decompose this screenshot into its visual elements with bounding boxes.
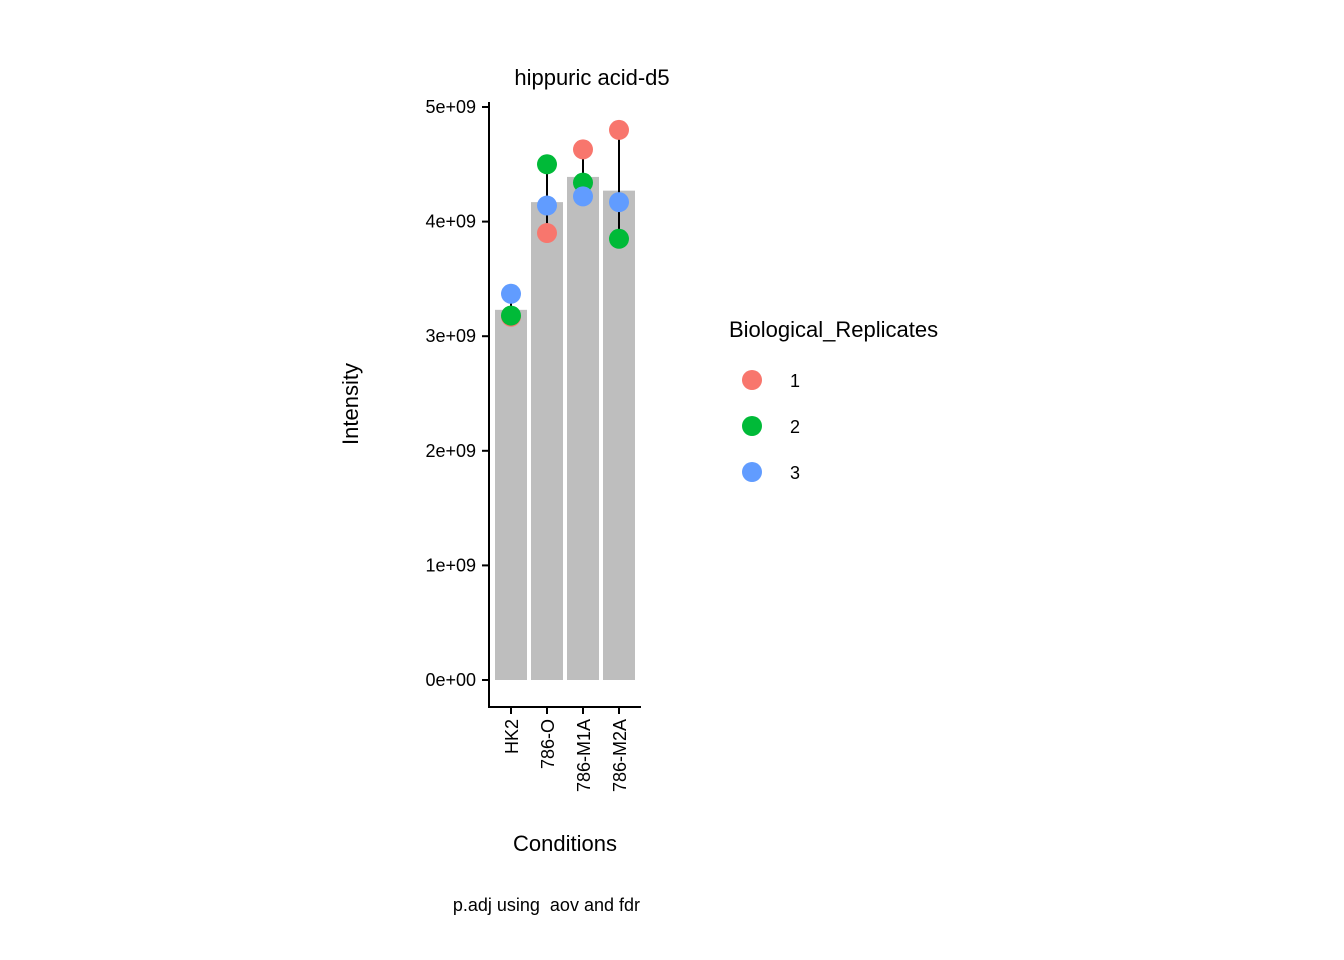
x-axis-ticks: HK2 786-O 786-M1A 786-M2A [502, 707, 630, 792]
data-point-replicate-1 [609, 119, 629, 140]
legend: Biological_Replicates 1 2 3 [729, 317, 938, 483]
caption: p.adj using aov and fdr [453, 895, 640, 915]
x-tick-label: 786-O [538, 719, 558, 769]
legend-key-replicate-3 [742, 462, 762, 482]
data-point-replicate-2 [537, 154, 557, 175]
bars-layer [495, 176, 635, 681]
legend-key-replicate-1 [742, 370, 762, 390]
bar [603, 190, 635, 680]
data-point-replicate-2 [501, 305, 521, 326]
points-layer [501, 119, 629, 327]
y-tick-label: 4e+09 [425, 212, 476, 232]
data-point-replicate-3 [537, 195, 557, 216]
data-point-replicate-2 [609, 228, 629, 249]
x-axis-label: Conditions [513, 831, 617, 856]
y-tick-label: 3e+09 [425, 326, 476, 346]
bar [567, 176, 599, 680]
legend-items: 1 2 3 [742, 370, 800, 483]
y-axis-ticks: 0e+00 1e+09 2e+09 3e+09 4e+09 5e+09 [425, 97, 489, 690]
legend-label: 2 [790, 417, 800, 437]
data-point-replicate-2 [573, 172, 593, 193]
y-tick-label: 5e+09 [425, 97, 476, 117]
y-tick-label: 0e+00 [425, 670, 476, 690]
bar [495, 309, 527, 680]
legend-key-replicate-2 [742, 416, 762, 436]
legend-label: 3 [790, 463, 800, 483]
data-point-replicate-3 [501, 283, 521, 304]
data-point-replicate-1 [573, 139, 593, 160]
legend-title: Biological_Replicates [729, 317, 938, 342]
data-point-replicate-3 [573, 186, 593, 207]
legend-label: 1 [790, 371, 800, 391]
y-tick-label: 2e+09 [425, 441, 476, 461]
x-tick-label: 786-M2A [610, 719, 630, 792]
chart-title: hippuric acid-d5 [514, 65, 669, 90]
bar [531, 202, 563, 681]
x-tick-label: HK2 [502, 719, 522, 754]
data-point-replicate-3 [609, 192, 629, 213]
x-tick-label: 786-M1A [574, 719, 594, 792]
y-axis-label: Intensity [338, 363, 363, 445]
data-point-replicate-1 [537, 223, 557, 244]
y-tick-label: 1e+09 [425, 555, 476, 575]
error-bars-layer [510, 129, 620, 317]
